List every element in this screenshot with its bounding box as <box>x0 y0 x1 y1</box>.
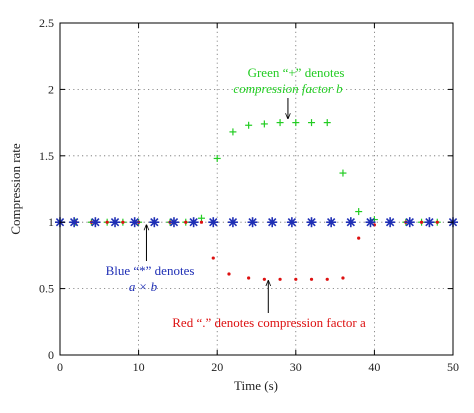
data-point-star <box>424 217 435 228</box>
data-point-dot <box>247 276 251 280</box>
data-point-star <box>90 217 101 228</box>
axis-ticks: 0 10 20 30 40 50 0 0.5 1 1.5 2 2.5 <box>39 16 459 374</box>
data-point-dot <box>357 236 361 240</box>
data-point-dot <box>309 277 314 281</box>
data-point-star <box>385 217 396 228</box>
data-point-star <box>365 217 376 228</box>
annotation-green-line2: compression factor b <box>233 81 343 96</box>
data-point-plus <box>355 208 363 216</box>
data-point-dot <box>227 272 231 276</box>
data-point-star <box>188 217 199 228</box>
data-point-plus <box>323 119 331 127</box>
y-tick-label: 2.5 <box>39 16 54 30</box>
data-point-plus <box>260 120 268 128</box>
data-point-dot <box>211 256 215 260</box>
data-point-star <box>149 217 160 228</box>
data-point-star <box>110 217 121 228</box>
data-point-star <box>306 217 317 228</box>
data-point-star <box>168 217 179 228</box>
annotation-red: Red “.” denotes compression factor a <box>172 281 366 330</box>
data-point-plus <box>213 154 221 162</box>
data-point-star <box>129 217 140 228</box>
data-point-plus <box>197 214 205 222</box>
data-point-dot <box>341 276 345 280</box>
x-tick-label: 50 <box>447 360 459 374</box>
series-star <box>55 217 458 228</box>
data-point-star <box>69 217 80 228</box>
x-tick-label: 20 <box>211 360 223 374</box>
series-plus <box>56 119 457 226</box>
x-tick-label: 10 <box>133 360 145 374</box>
plot-frame <box>59 22 454 356</box>
data-point-plus <box>339 169 347 177</box>
data-point-dot <box>325 277 329 281</box>
data-point-plus <box>245 121 253 129</box>
data-point-plus <box>229 128 237 136</box>
annotation-green: Green “+” denotes compression factor b <box>233 65 344 119</box>
x-axis-label: Time (s) <box>234 378 278 393</box>
x-tick-label: 40 <box>368 360 380 374</box>
data-point-star <box>247 217 258 228</box>
data-point-dot <box>278 277 282 281</box>
data-point-star <box>227 217 238 228</box>
annotation-red-line1: Red “.” denotes compression factor a <box>172 315 366 330</box>
y-tick-label: 1 <box>48 215 54 229</box>
x-tick-label: 0 <box>57 360 63 374</box>
data-point-star <box>208 217 219 228</box>
annotation-blue: Blue “*” denotes a × b <box>106 225 195 294</box>
data-point-dot <box>121 220 125 224</box>
data-point-plus <box>276 119 284 127</box>
data-series <box>55 119 458 281</box>
y-tick-label: 0.5 <box>39 282 54 296</box>
annotation-blue-line2: a × b <box>129 279 158 294</box>
data-point-dot <box>105 220 109 224</box>
data-point-dot <box>199 220 204 224</box>
data-point-dot <box>262 277 266 281</box>
y-tick-label: 1.5 <box>39 149 54 163</box>
data-point-star <box>404 217 415 228</box>
data-point-star <box>326 217 337 228</box>
y-tick-label: 0 <box>48 348 54 362</box>
data-point-star <box>267 217 278 228</box>
data-point-star <box>286 217 297 228</box>
y-tick-label: 2 <box>48 82 54 96</box>
data-point-dot <box>435 220 439 224</box>
data-point-dot <box>419 220 424 224</box>
data-point-plus <box>308 119 316 127</box>
data-point-dot <box>294 277 298 281</box>
y-axis-label: Compression rate <box>8 143 23 235</box>
annotation-green-line1: Green “+” denotes <box>248 65 345 80</box>
data-point-star <box>345 217 356 228</box>
x-tick-label: 30 <box>290 360 302 374</box>
data-point-dot <box>184 220 188 224</box>
data-point-plus <box>292 119 300 127</box>
annotation-blue-line1: Blue “*” denotes <box>106 263 195 278</box>
